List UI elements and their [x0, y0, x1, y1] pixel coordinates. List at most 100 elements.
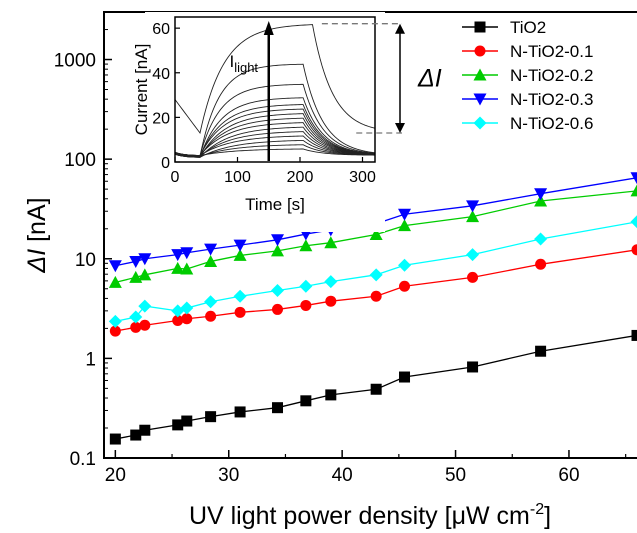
data-point: [234, 406, 246, 418]
data-point: [138, 253, 152, 266]
data-point: [630, 184, 637, 197]
x-tick-label: 50: [445, 465, 466, 486]
inset-traces: [175, 24, 375, 158]
data-point: [467, 361, 479, 373]
data-point: [466, 248, 480, 262]
data-point: [204, 295, 218, 309]
data-point: [171, 249, 185, 262]
data-point: [271, 284, 285, 298]
data-point: [234, 306, 246, 318]
data-point: [138, 268, 152, 281]
inset-trace: [175, 83, 375, 156]
data-point: [233, 289, 247, 303]
legend-label: TiO2: [510, 18, 546, 37]
data-point: [180, 262, 194, 275]
data-point: [467, 271, 479, 283]
inset-trace: [175, 24, 375, 135]
data-point: [205, 310, 217, 322]
data-point: [204, 243, 218, 256]
inset-trace: [175, 117, 375, 157]
inset-plot: 0 100 200 300 0 20 40 60 Time [s] Current [nA] Ili…: [132, 12, 442, 232]
inset-y-tick-label: 60: [152, 21, 170, 38]
inset-trace: [175, 97, 375, 158]
legend-marker: [474, 45, 486, 57]
data-point: [130, 429, 142, 441]
data-point: [108, 314, 122, 328]
inset-trace: [175, 144, 375, 157]
data-point: [299, 239, 313, 252]
data-point: [204, 254, 218, 267]
data-point: [398, 219, 412, 232]
data-point: [534, 232, 548, 246]
inset-frame: [174, 16, 376, 163]
data-point: [271, 244, 285, 257]
data-point: [370, 383, 382, 395]
data-point: [129, 310, 143, 324]
y-tick-label: 0.1: [70, 449, 96, 470]
inset-trace: [175, 108, 375, 156]
data-point: [325, 389, 337, 401]
data-point: [398, 258, 412, 272]
data-point: [272, 402, 284, 414]
x-tick-label: 60: [558, 465, 579, 486]
data-point: [369, 228, 383, 241]
data-point: [630, 172, 637, 185]
data-point: [233, 248, 247, 261]
data-point: [172, 315, 184, 327]
data-point: [129, 255, 143, 268]
i-light-arrowhead: [263, 21, 274, 35]
inset-y-axis-title: Current [nA]: [132, 44, 151, 136]
data-point: [108, 260, 122, 273]
data-point: [130, 321, 142, 333]
data-point: [369, 268, 383, 282]
legend-label: N-TiO2-0.2: [510, 66, 593, 85]
inset-trace: [175, 63, 375, 157]
inset-y-tick-label: 20: [152, 110, 170, 127]
x-tick-label: 40: [332, 465, 353, 486]
legend-marker: [473, 68, 487, 81]
data-point: [631, 329, 637, 341]
data-point: [233, 239, 247, 252]
inset-x-tick-label: 0: [171, 169, 180, 186]
legend-label: N-TiO2-0.1: [510, 42, 593, 61]
data-point: [535, 345, 547, 357]
legend-marker: [473, 116, 487, 130]
legend-marker: [474, 21, 486, 33]
delta-arrowhead-top: [395, 23, 405, 34]
inset-trace: [175, 104, 375, 157]
data-point: [399, 280, 411, 292]
data-point: [300, 299, 312, 311]
data-point: [108, 275, 122, 288]
legend-label: N-TiO2-0.6: [510, 114, 593, 133]
data-point: [109, 325, 121, 337]
data-point: [171, 261, 185, 274]
data-point: [109, 433, 121, 445]
data-point: [466, 210, 480, 223]
data-point: [630, 215, 637, 229]
data-point: [466, 200, 480, 213]
data-point: [534, 194, 548, 207]
inset-trace: [175, 113, 375, 158]
data-point: [138, 299, 152, 313]
y-tick-label: 1: [85, 349, 96, 370]
data-point: [398, 208, 412, 221]
data-point: [324, 236, 338, 249]
data-point: [272, 303, 284, 315]
data-point: [535, 258, 547, 270]
inset-trace: [175, 131, 375, 157]
inset-x-tick-label: 300: [349, 169, 376, 186]
inset-trace: [175, 135, 375, 156]
data-point: [325, 295, 337, 307]
y-tick-label: 10: [75, 250, 96, 271]
inset-y-tick-label: 40: [152, 66, 170, 83]
data-point: [139, 319, 151, 331]
data-point: [172, 419, 184, 431]
legend-label: N-TiO2-0.3: [510, 90, 593, 109]
inset-x-tick-label: 200: [287, 169, 314, 186]
y-tick-label: 100: [64, 150, 96, 171]
i-light-label: Ilight: [229, 52, 258, 75]
data-point: [324, 275, 338, 289]
delta-arrowhead-bottom: [395, 123, 405, 133]
